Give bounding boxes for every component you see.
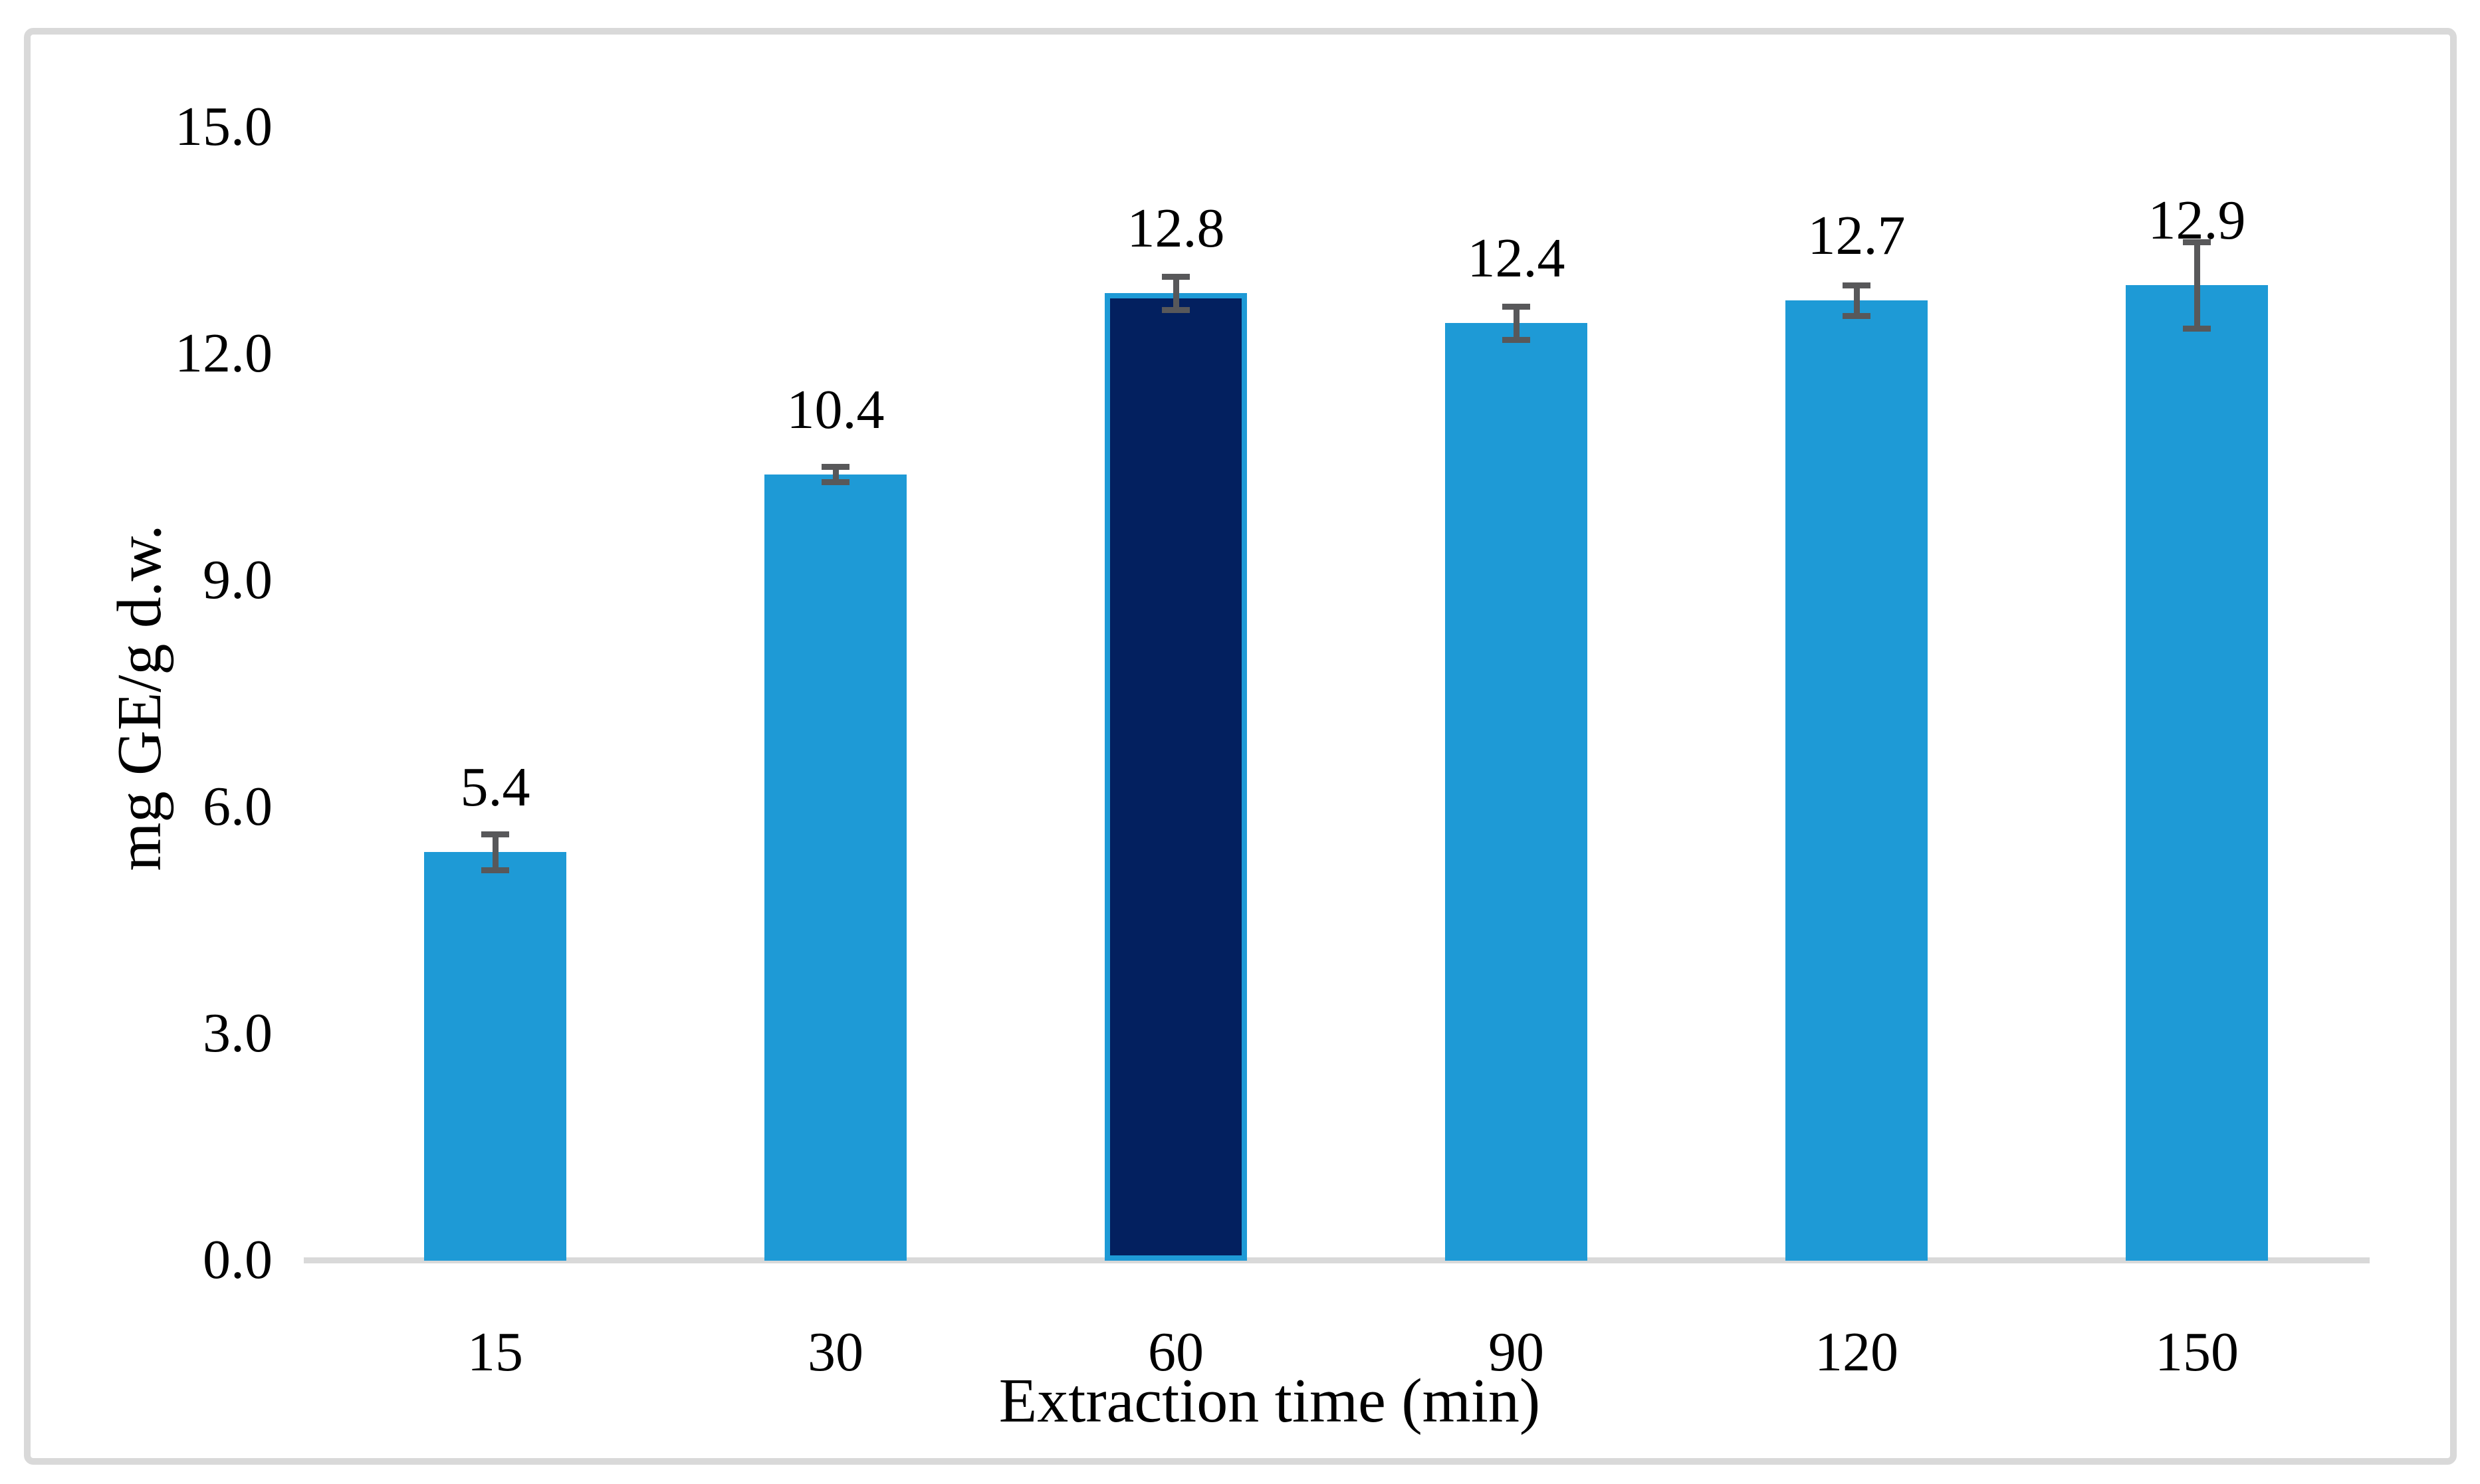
error-bar-line <box>2194 242 2200 329</box>
bar-value-label: 5.4 <box>460 756 530 819</box>
error-bar-cap-top <box>822 464 849 471</box>
error-bar-line <box>833 467 839 482</box>
bar-value-label: 12.8 <box>1127 197 1225 259</box>
bar-highlighted <box>1105 292 1247 1261</box>
bar-value-label: 12.4 <box>1467 227 1565 290</box>
y-tick-label: 9.0 <box>203 548 273 611</box>
bar <box>764 474 907 1261</box>
error-bar-line <box>493 833 499 871</box>
bar-value-label: 12.9 <box>2148 189 2246 252</box>
error-bar-cap-top <box>1502 304 1530 310</box>
y-tick-label: 6.0 <box>203 775 273 837</box>
error-bar-cap-top <box>2183 239 2211 246</box>
error-bar-line <box>1514 306 1520 340</box>
error-bar-cap-bottom <box>2183 326 2211 332</box>
error-bar-cap-bottom <box>1843 312 1870 319</box>
y-tick-label: 3.0 <box>203 1002 273 1064</box>
x-tick-label: 90 <box>1488 1321 1544 1383</box>
error-bar-line <box>1854 285 1860 316</box>
x-axis-title: Extraction time (min) <box>998 1366 1541 1435</box>
error-bar-cap-bottom <box>481 867 509 874</box>
bar <box>2126 285 2268 1261</box>
bar <box>1445 323 1587 1261</box>
error-bar-cap-bottom <box>1162 306 1190 313</box>
y-tick-label: 0.0 <box>203 1229 273 1291</box>
x-tick-label: 120 <box>1815 1321 1898 1383</box>
x-tick-label: 15 <box>467 1321 523 1383</box>
y-tick-label: 12.0 <box>175 322 273 384</box>
error-bar-cap-top <box>481 831 509 837</box>
x-tick-label: 60 <box>1148 1321 1204 1383</box>
x-tick-label: 150 <box>2155 1321 2239 1383</box>
bar-value-label: 12.7 <box>1807 205 1906 266</box>
bar-value-label: 10.4 <box>786 378 885 441</box>
error-bar-cap-bottom <box>822 478 849 485</box>
x-axis-line <box>304 1257 2370 1263</box>
error-bar-cap-top <box>1843 282 1870 289</box>
error-bar-cap-top <box>1162 273 1190 280</box>
bar <box>424 852 566 1261</box>
y-tick-label: 15.0 <box>175 95 273 158</box>
bar <box>1785 300 1928 1261</box>
figure-border-frame <box>24 28 2457 1465</box>
x-tick-label: 30 <box>808 1321 863 1383</box>
error-bar-line <box>1173 276 1179 310</box>
error-bar-cap-bottom <box>1502 337 1530 344</box>
